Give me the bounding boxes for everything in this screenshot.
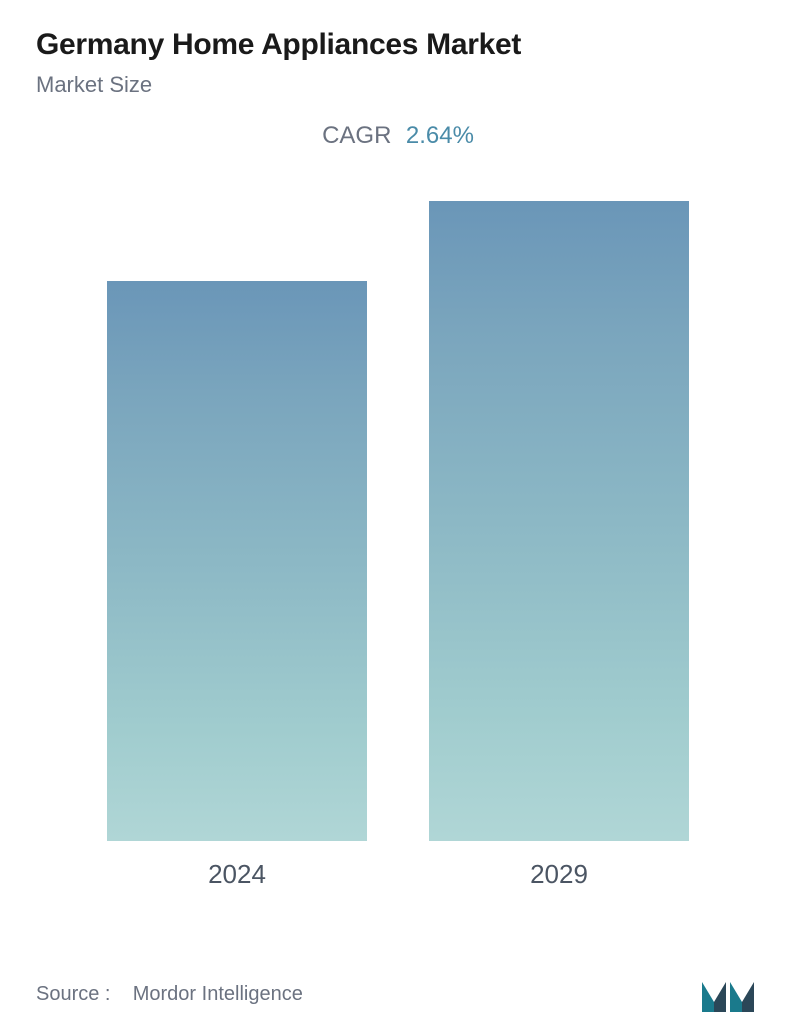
- mn-logo-icon: [700, 974, 760, 1014]
- source-name: Mordor Intelligence: [133, 983, 303, 1005]
- bar-1: [429, 201, 689, 841]
- bar-0: [107, 281, 367, 841]
- chart-container: Germany Home Appliances Market Market Si…: [0, 0, 796, 1034]
- source-text: Source : Mordor Intelligence: [36, 983, 303, 1006]
- chart-subtitle: Market Size: [36, 72, 760, 98]
- source-label: Source :: [36, 983, 110, 1005]
- chart-title: Germany Home Appliances Market: [36, 28, 760, 62]
- chart-area: 2024 2029: [36, 210, 760, 890]
- cagr-label: CAGR: [322, 122, 391, 149]
- cagr-value: 2.64%: [406, 122, 474, 149]
- bar-label-0: 2024: [208, 859, 266, 890]
- bar-group-1: 2029: [419, 201, 699, 890]
- footer: Source : Mordor Intelligence: [36, 974, 760, 1014]
- bar-group-0: 2024: [97, 281, 377, 890]
- bar-label-1: 2029: [530, 859, 588, 890]
- cagr-row: CAGR 2.64%: [36, 122, 760, 150]
